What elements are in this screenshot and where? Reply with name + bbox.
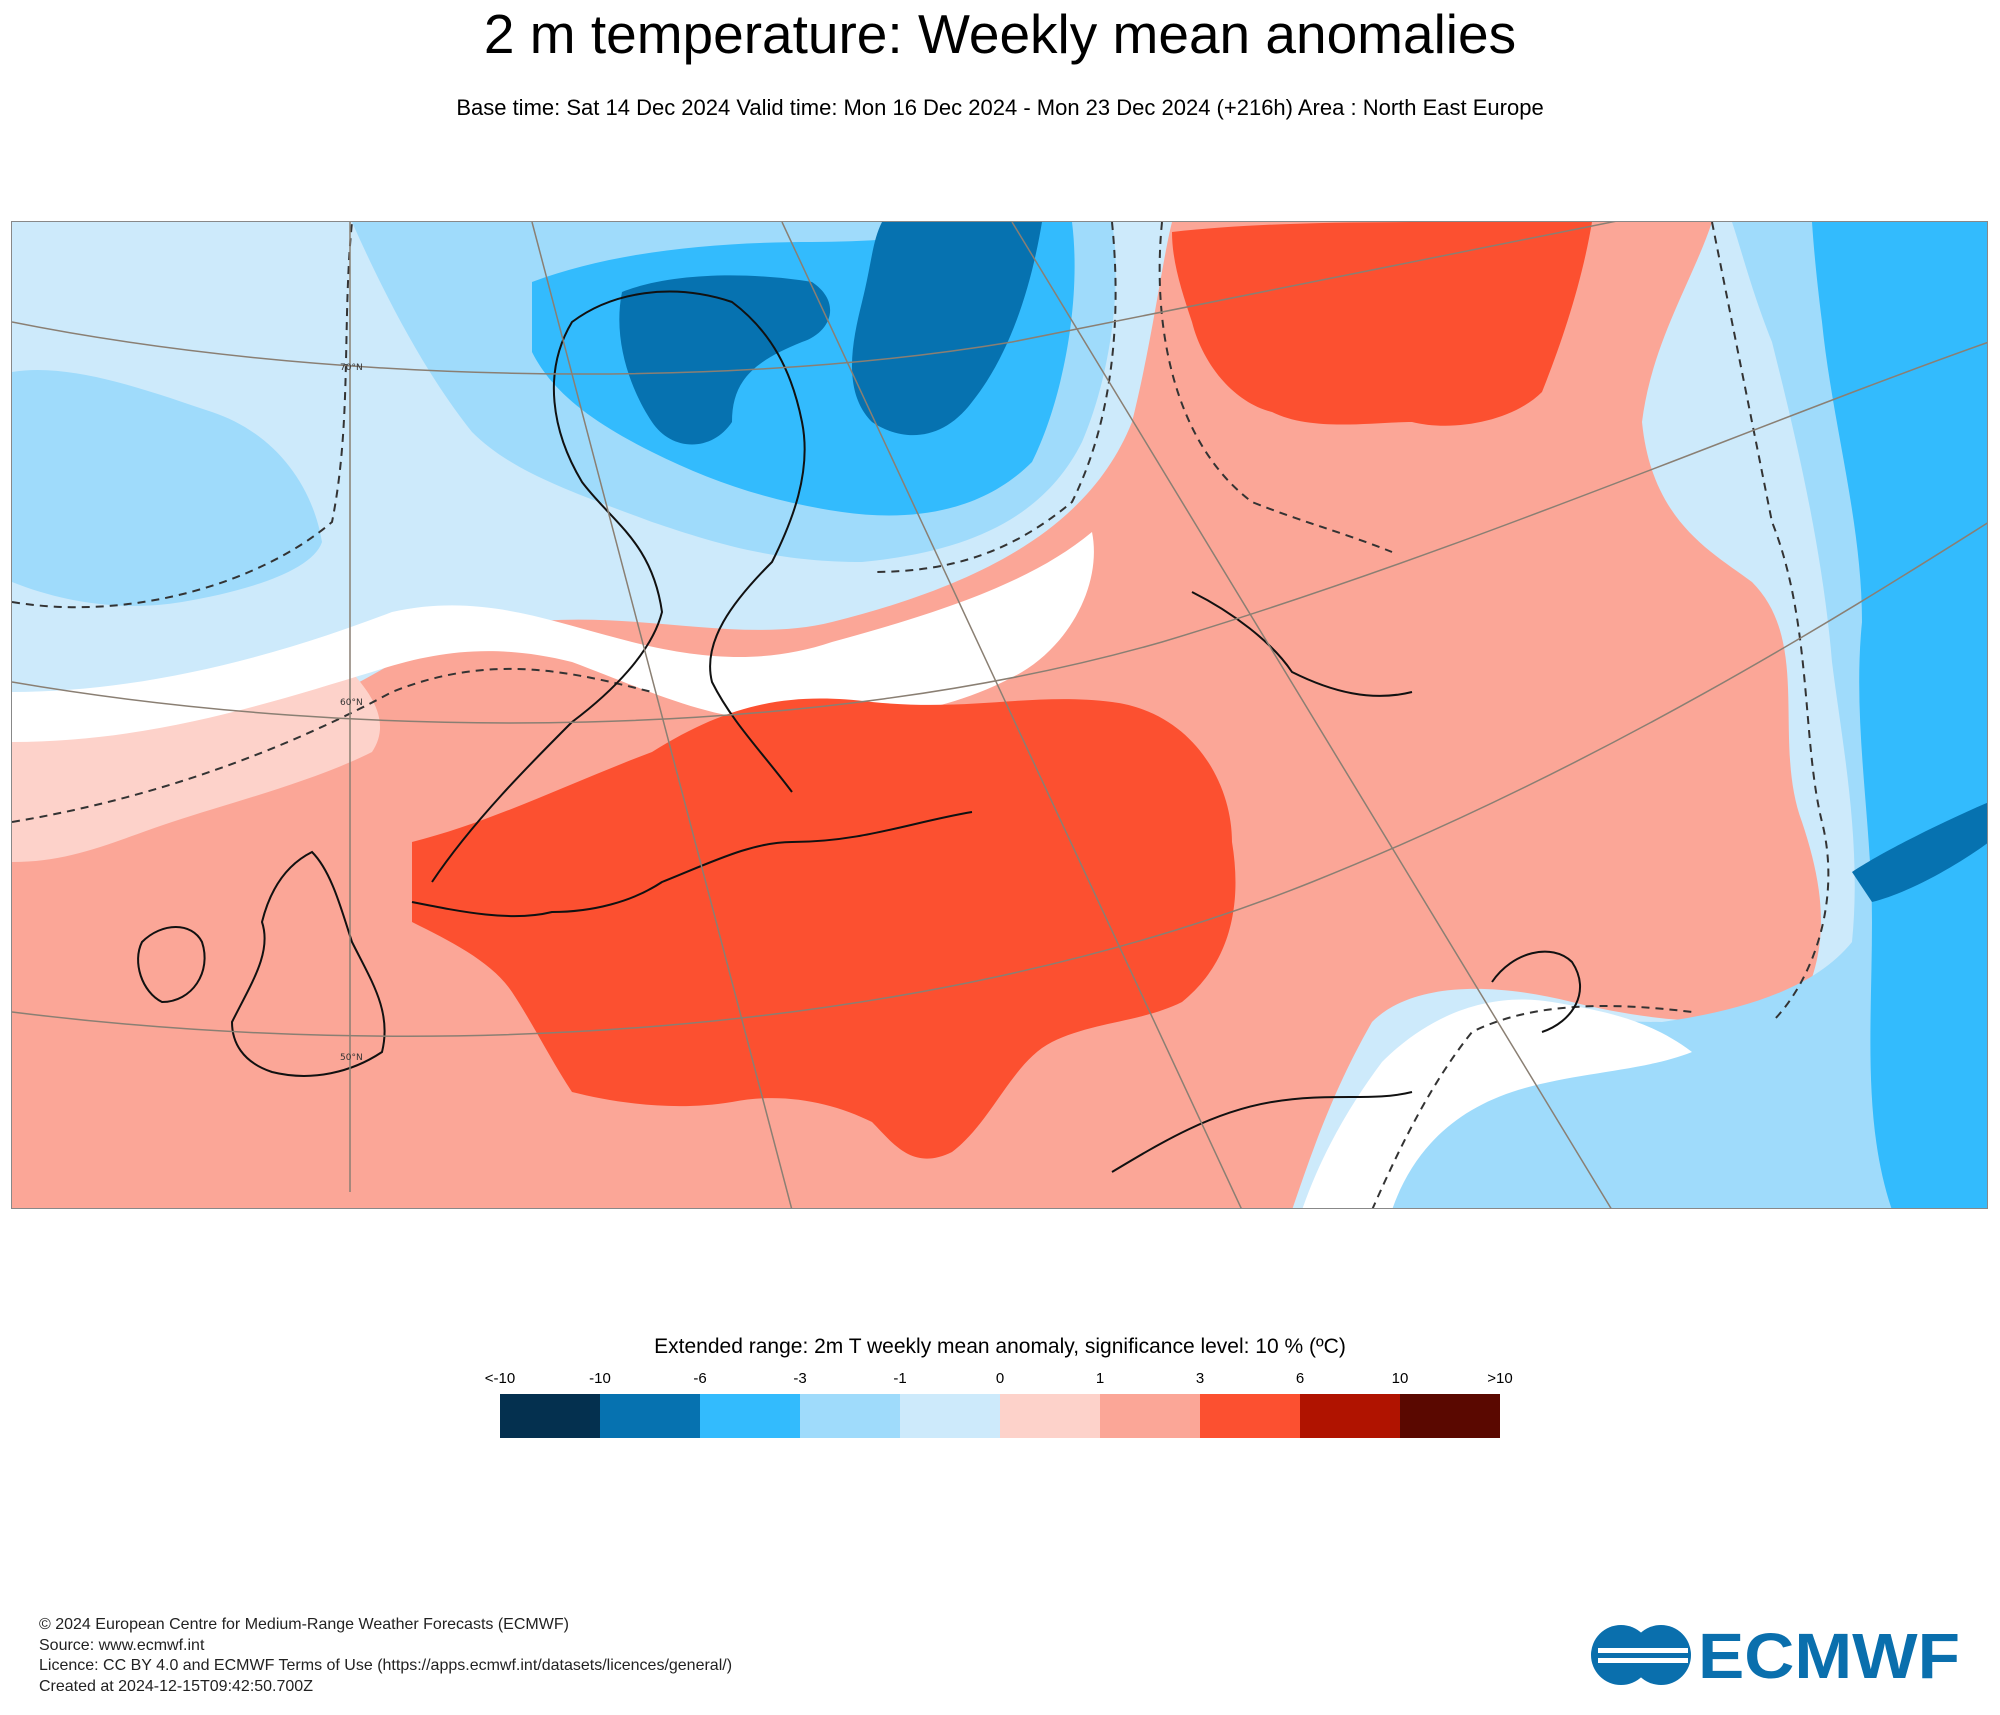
logo-wordmark: ECMWF (1698, 1622, 1960, 1688)
anomaly-map[interactable]: 70°N 60°N 50°N (11, 221, 1988, 1209)
strong-warm-anomaly-north-russia (1172, 222, 1592, 426)
legend-tick-label: 10 (1391, 1370, 1409, 1387)
legend-tick-label: -10 (589, 1370, 611, 1387)
legend-tick-label: 0 (995, 1370, 1005, 1387)
graticule (12, 222, 1987, 1208)
anomaly-map-canvas: 70°N 60°N 50°N (12, 222, 1987, 1208)
footer-created: Created at 2024-12-15T09:42:50.700Z (39, 1677, 313, 1695)
neutral-band (12, 532, 1094, 742)
lat-label-70: 70°N (340, 363, 363, 373)
legend-tick-label: <-10 (484, 1370, 516, 1387)
legend-swatch (900, 1394, 1000, 1438)
legend-colorbar (500, 1394, 1500, 1438)
legend-tick-label: 1 (1095, 1370, 1105, 1387)
pale-pink-band-west (12, 662, 381, 862)
legend-swatch (1200, 1394, 1300, 1438)
legend-swatch (700, 1394, 800, 1438)
legend-swatch (1400, 1394, 1500, 1438)
legend-tick-label: >10 (1487, 1370, 1513, 1387)
legend-swatch (1000, 1394, 1100, 1438)
cold-anomaly-siberia (1812, 222, 1987, 1208)
legend-ticks: <-10 -10 -6 -3 -1 0 1 3 6 10 >10 (0, 1370, 2000, 1390)
map-title: 2 m temperature: Weekly mean anomalies (483, 3, 1517, 65)
legend-swatch (500, 1394, 600, 1438)
ecmwf-logo-graphic: ECMWF (1591, 1620, 1960, 1692)
footer-source: Source: www.ecmwf.int (39, 1636, 205, 1654)
legend-swatch (600, 1394, 700, 1438)
legend-tick-label: -1 (893, 1370, 907, 1387)
legend-tick-label: -3 (793, 1370, 807, 1387)
logo-emblem-right-icon (1631, 1625, 1691, 1685)
legend-tick-label: -6 (693, 1370, 707, 1387)
cool-anomaly-atlantic (12, 370, 322, 606)
very-cold-anomaly-core (619, 275, 831, 445)
very-cold-anomaly-barents (852, 222, 1042, 436)
footer-credits: © 2024 European Centre for Medium-Range … (39, 1615, 732, 1697)
legend-title: Extended range: 2m T weekly mean anomaly… (654, 1335, 1346, 1358)
ecmwf-logo[interactable]: ECMWF (1588, 1620, 1963, 1692)
footer-copyright: © 2024 European Centre for Medium-Range … (39, 1616, 569, 1633)
footer-licence: Licence: CC BY 4.0 and ECMWF Terms of Us… (39, 1657, 733, 1674)
lat-label-50: 50°N (340, 1053, 363, 1063)
legend-tick-label: 6 (1295, 1370, 1305, 1387)
map-subtitle: Base time: Sat 14 Dec 2024 Valid time: M… (456, 95, 1544, 120)
lat-label-60: 60°N (340, 698, 363, 708)
legend-swatch (800, 1394, 900, 1438)
legend-swatch (1300, 1394, 1400, 1438)
cool-anomaly-urals (1372, 222, 1987, 1208)
legend-swatch (1100, 1394, 1200, 1438)
very-cold-anomaly-east (1852, 802, 1987, 902)
legend-tick-label: 3 (1195, 1370, 1205, 1387)
neutral-area-southeast (1302, 999, 1692, 1208)
strong-warm-anomaly-central-europe (412, 698, 1236, 1159)
coastlines (137, 290, 1582, 1173)
significance-contours (12, 222, 1830, 1208)
